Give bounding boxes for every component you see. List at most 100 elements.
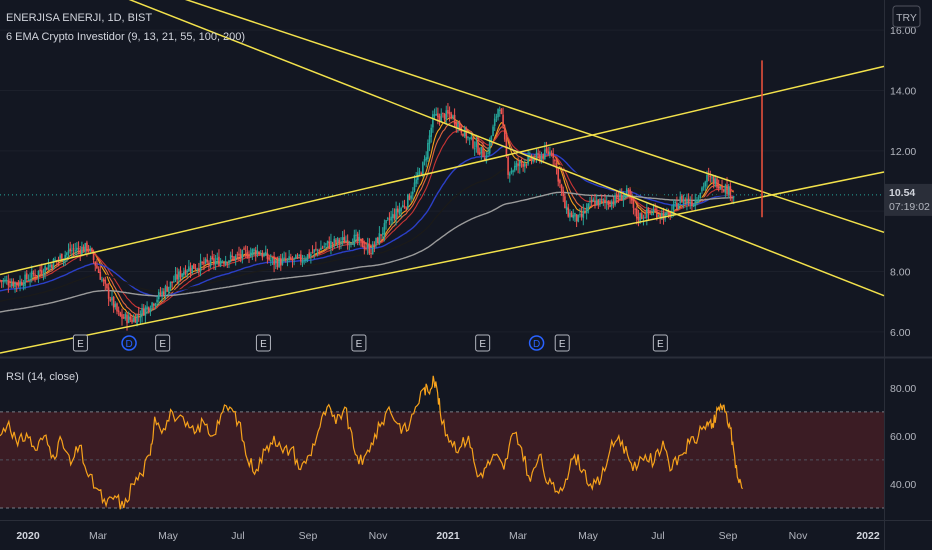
trendline[interactable] (0, 65, 885, 276)
candle-body (221, 261, 224, 263)
candle-body (228, 260, 230, 264)
candle-body (174, 273, 177, 281)
time-tick-label: Mar (509, 530, 528, 542)
candle-body (614, 195, 616, 206)
candle-body (184, 269, 187, 274)
candle-body (679, 196, 682, 204)
candle-body (356, 233, 359, 241)
candle-body (132, 317, 135, 322)
candle-body (51, 265, 53, 268)
candle-body (144, 307, 147, 316)
candle-body (330, 241, 332, 248)
candle-body (129, 316, 132, 320)
candle-body (316, 249, 319, 251)
candle-body (126, 314, 128, 324)
candle-body (341, 237, 344, 241)
candle-body (353, 234, 356, 246)
candle-body (154, 303, 157, 307)
time-tick-label: Nov (789, 530, 808, 542)
candle-body (335, 239, 337, 243)
last-price-label: 10.54 07:19:02 (885, 183, 932, 216)
candle-body (473, 148, 476, 150)
trendline[interactable] (0, 171, 885, 354)
candle-body (40, 270, 43, 274)
candle-body (395, 208, 397, 220)
candle-body (604, 199, 606, 202)
candle-body (590, 200, 593, 203)
currency-button[interactable]: TRY (892, 5, 921, 28)
candle-body (94, 261, 97, 266)
candle-body (637, 216, 640, 221)
candle-body (659, 214, 661, 218)
candle-body (512, 170, 514, 172)
candle-body (244, 250, 247, 252)
candle-body (415, 179, 417, 184)
candle-body (147, 307, 150, 312)
candle-body (350, 243, 352, 245)
candle-body (674, 201, 677, 204)
candle-body (290, 257, 292, 260)
candle-body (254, 250, 257, 255)
candle-body (647, 208, 650, 214)
candle-body (246, 252, 249, 258)
candle-body (582, 210, 585, 218)
trendline[interactable] (0, 0, 885, 297)
candle-body (238, 253, 240, 256)
candle-body (286, 258, 289, 261)
candle-body (368, 243, 371, 254)
candle-body (527, 156, 529, 165)
candle-body (640, 213, 643, 219)
candle-body (176, 274, 178, 280)
candle-body (214, 261, 217, 265)
candle-body (617, 197, 620, 200)
candle-body (587, 203, 590, 209)
candle-body (622, 196, 625, 201)
candle-body (233, 256, 235, 261)
candle-body (513, 165, 516, 171)
candle-body (281, 258, 284, 265)
candle-body (676, 202, 678, 210)
candle-body (609, 204, 611, 208)
trendlines[interactable] (0, 0, 885, 354)
earnings-marker (554, 334, 570, 352)
candle-body (15, 283, 18, 285)
candles (0, 103, 735, 331)
candle-body (288, 256, 290, 260)
candle-body (164, 286, 167, 295)
candle-body (279, 258, 282, 266)
trendline[interactable] (115, 0, 885, 234)
candle-body (407, 194, 409, 209)
ema-line-55 (0, 145, 734, 297)
candle-body (592, 199, 595, 202)
candle-body (193, 263, 195, 269)
earnings-marker-label: E (356, 339, 363, 350)
candle-body (264, 251, 267, 256)
candle-body (0, 280, 3, 282)
candle-body (550, 152, 553, 155)
candle-body (149, 309, 152, 313)
earnings-marker-label: E (657, 339, 664, 350)
candle-body (99, 271, 102, 280)
chart-title: ENERJISA ENERJI, 1D, BIST (6, 12, 152, 24)
candle-body (366, 244, 369, 248)
candle-body (709, 176, 712, 178)
candle-body (517, 163, 519, 166)
candle-body (229, 254, 232, 259)
candle-body (729, 186, 732, 198)
price-tick-label: 14.00 (890, 86, 916, 98)
candle-body (569, 212, 571, 218)
candle-body (34, 274, 36, 277)
candle-body (169, 281, 172, 288)
candle-body (595, 200, 598, 205)
rsi-band (0, 411, 884, 508)
candle-body (301, 260, 304, 264)
candle-body (615, 194, 618, 199)
candle-body (5, 279, 8, 282)
candle-body (112, 296, 115, 308)
candle-body (408, 195, 411, 200)
candle-body (707, 173, 710, 176)
candle-body (664, 212, 666, 219)
candle-body (518, 160, 521, 167)
candle-body (249, 252, 252, 257)
